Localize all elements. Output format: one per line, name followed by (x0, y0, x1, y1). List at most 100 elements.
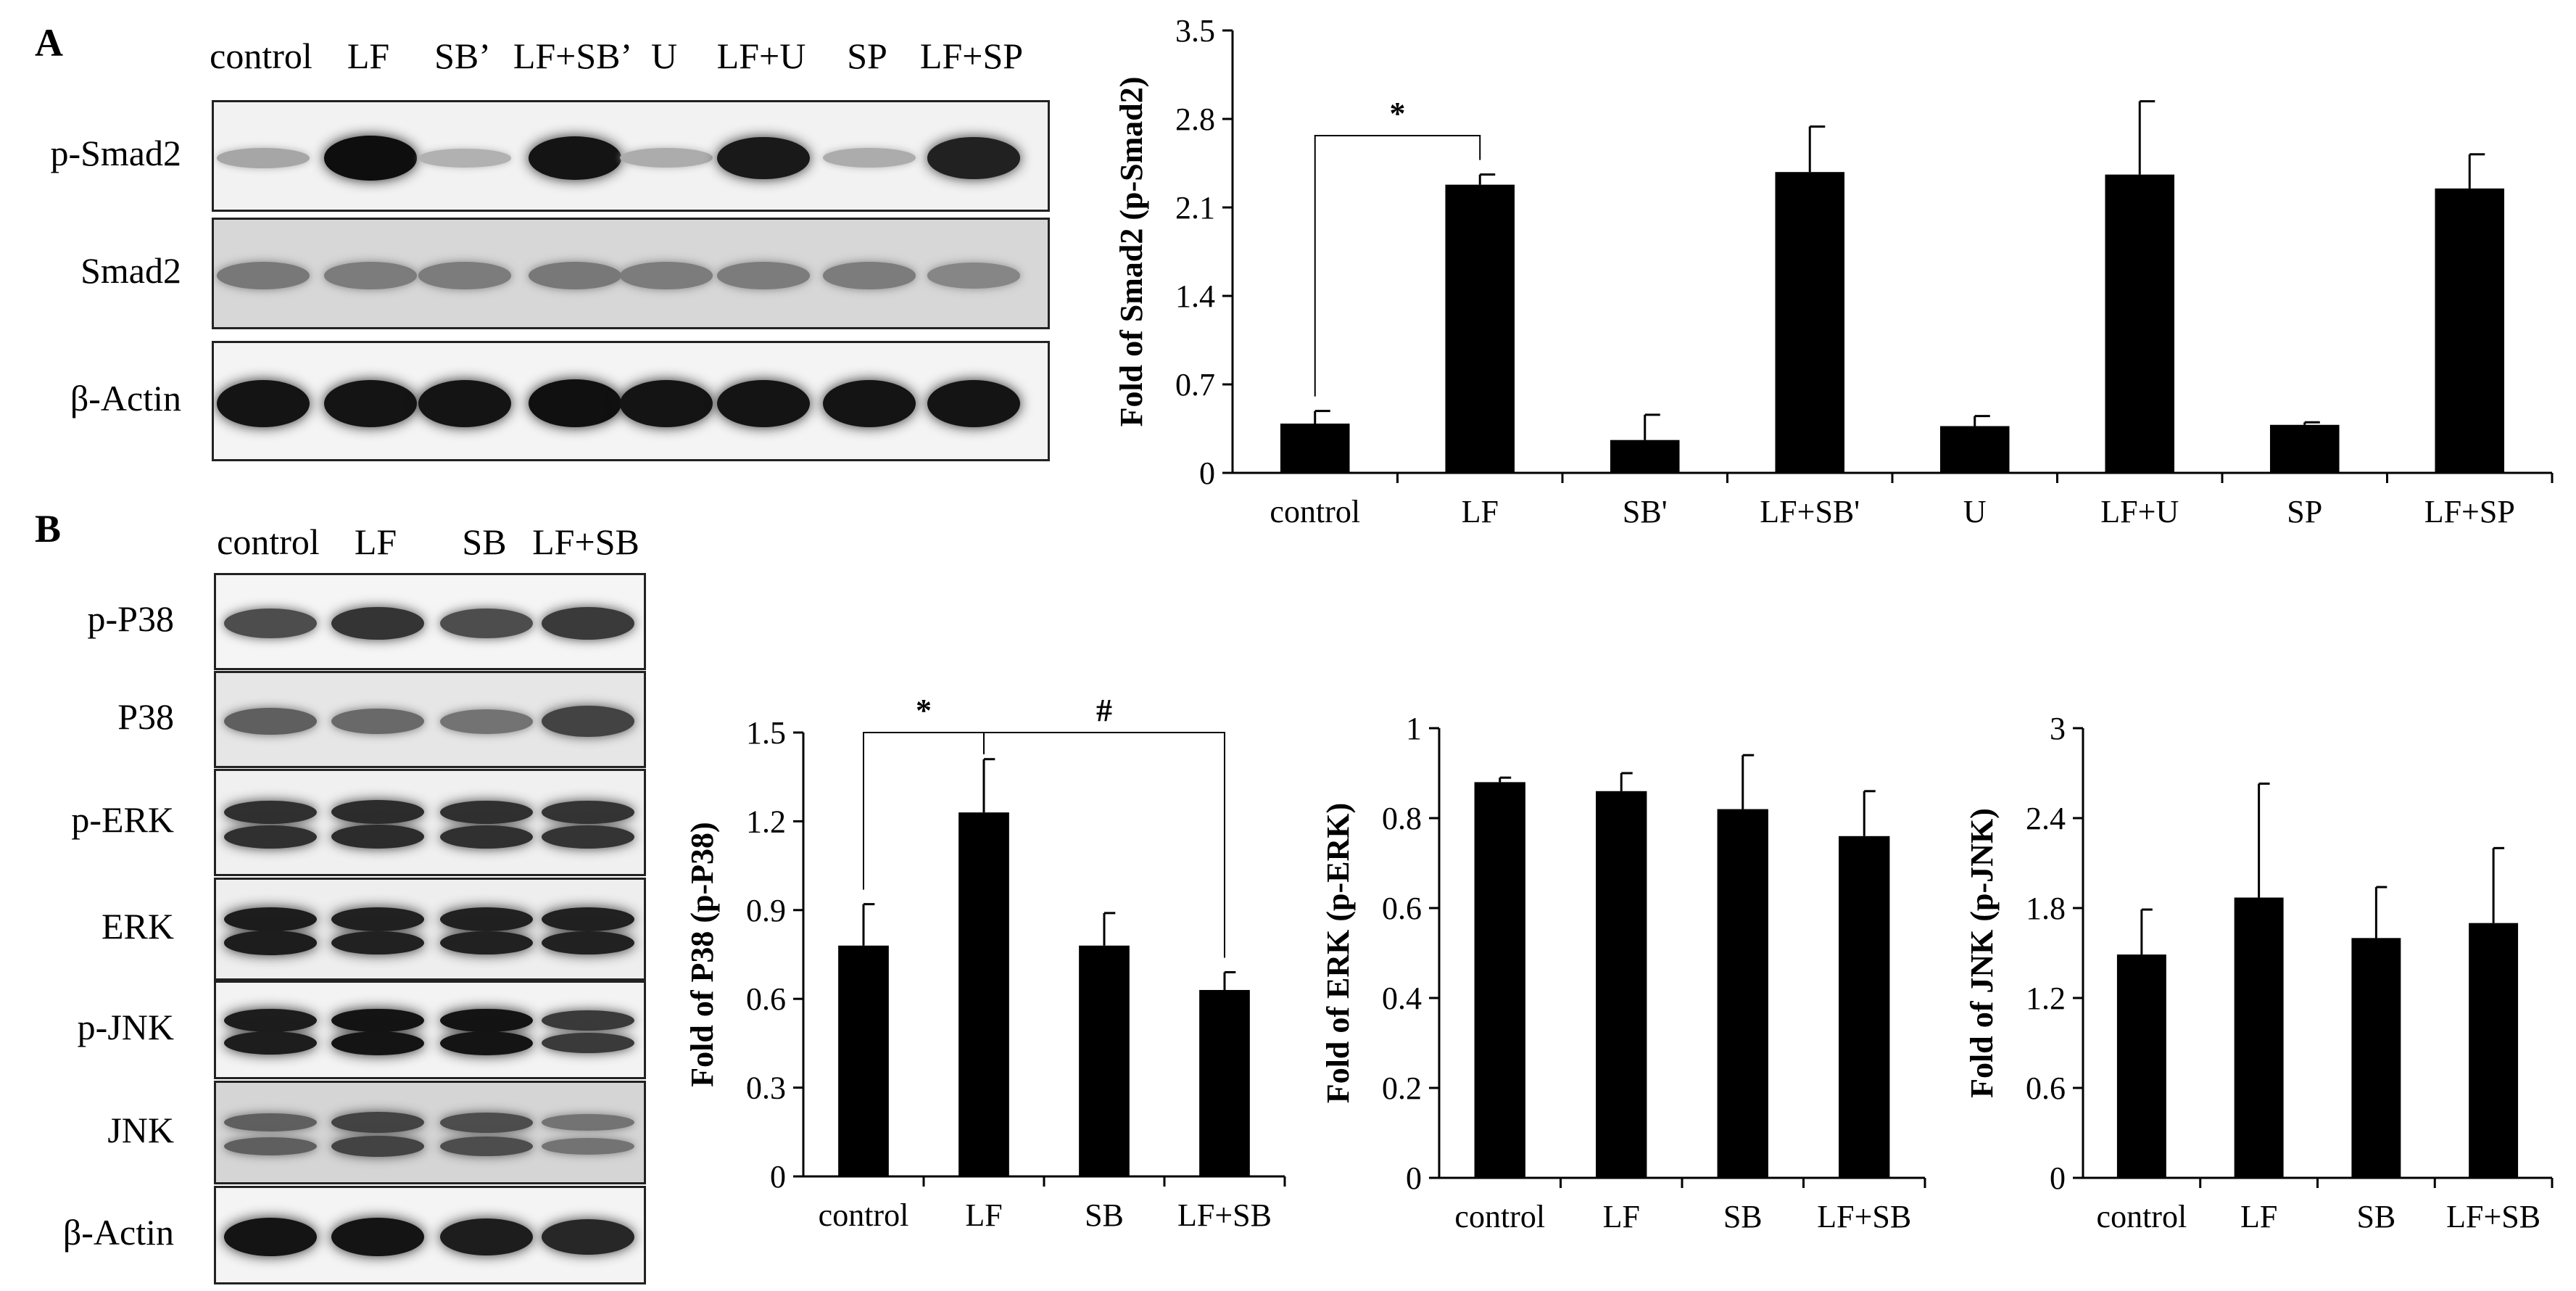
blot-row-label-beta-actin: β-Actin (62, 1212, 174, 1253)
blot-band (823, 262, 916, 289)
lane-label-control: control (217, 521, 320, 562)
x-tick-label-lf-plus-sbp: LF+SB' (1760, 494, 1860, 529)
bar-control (838, 945, 889, 1176)
blot-band (224, 608, 317, 639)
blot-band (542, 1114, 634, 1131)
chart-1: 0 0.7 1.4 2.1 2.8 3.5 Fold of Smad2 (p-Smad2) c… (1114, 13, 2554, 529)
blot-band (440, 800, 533, 824)
x-tick-label-lf-plus-u: LF+U (2100, 494, 2179, 529)
blot-band (620, 262, 713, 289)
bar-lf (1596, 791, 1647, 1178)
blot-band (620, 148, 713, 168)
y-tick-label: 0 (1199, 455, 1215, 491)
bar-lf-plus-sbp (1775, 172, 1845, 473)
y-tick-label: 1.5 (746, 715, 786, 751)
y-axis-label: Fold of P38 (p-P38) (684, 822, 720, 1086)
blot-band (224, 907, 317, 932)
bar-control (2116, 954, 2166, 1178)
x-tick-label-lf-plus-sb: LF+SB (1817, 1199, 1911, 1234)
blot-band (542, 706, 634, 738)
blot-band (927, 137, 1020, 179)
blot-band (823, 148, 916, 168)
significance-bracket (983, 732, 1225, 958)
blot-band (224, 1113, 317, 1132)
y-tick-label: 0 (770, 1159, 786, 1195)
blot-band (224, 707, 317, 735)
blot-strip-p-smad2 (212, 100, 1050, 212)
lane-label-lf: LF (354, 521, 397, 562)
bar-lf-plus-sb (1199, 989, 1250, 1176)
y-tick-label: 0 (2050, 1160, 2066, 1196)
blot-strip-smad2 (212, 218, 1050, 329)
lane-label-sp: SP (847, 36, 887, 76)
bar-lf (2234, 897, 2284, 1178)
blot-band (331, 1031, 424, 1055)
lane-label-lf-plus-sp: LF+SP (919, 36, 1024, 76)
y-tick-label: 0.8 (1382, 801, 1422, 836)
blot-band (440, 1113, 533, 1133)
chart-3: 0 0.2 0.4 0.6 0.8 1 Fold of ERK (p-ERK) control… (1320, 711, 1926, 1234)
y-tick-label: 2.1 (1175, 190, 1215, 226)
blot-row-label-smad2: Smad2 (80, 250, 181, 291)
blot-band (224, 1031, 317, 1055)
blot-band (542, 825, 634, 849)
y-axis-label: Fold of ERK (p-ERK) (1320, 803, 1356, 1103)
blot-row-label-p-erk: p-ERK (71, 799, 174, 840)
blot-band (529, 136, 621, 180)
blot-band (324, 136, 417, 181)
blot-row-label-p-smad2: p-Smad2 (50, 133, 181, 173)
bar-lf-plus-sb (2469, 923, 2519, 1178)
x-tick-label-lf-plus-sb: LF+SB (1177, 1197, 1272, 1233)
blot-band (927, 263, 1020, 289)
x-tick-label-lf: LF (1462, 494, 1499, 529)
blot-band (717, 379, 810, 427)
bar-sb (2351, 938, 2401, 1178)
blot-band (440, 709, 533, 734)
bar-control (1280, 424, 1350, 473)
blot-band (542, 931, 634, 955)
blot-strip-jnk (214, 1081, 646, 1184)
y-tick-label: 3.5 (1175, 13, 1215, 49)
x-tick-label-sp: SP (2287, 494, 2322, 529)
blot-band (224, 1218, 317, 1256)
significance-marker: # (1096, 693, 1112, 728)
y-tick-label: 0.3 (746, 1071, 786, 1106)
blot-band (217, 379, 310, 427)
blot-row-label-p38: P38 (117, 696, 174, 737)
lane-label-sbp: SB’ (434, 36, 491, 76)
blot-band (217, 261, 310, 289)
blot-band (324, 379, 417, 427)
y-tick-label: 0.6 (2026, 1071, 2066, 1106)
y-tick-label: 0.4 (1382, 981, 1422, 1016)
blot-strip-p-p38 (214, 573, 646, 670)
bar-sp (2269, 424, 2340, 473)
blot-band (331, 1008, 424, 1033)
bar-lf-plus-sb (1839, 836, 1890, 1178)
blot-band (224, 931, 317, 955)
lane-label-lf-plus-sbp: LF+SB’ (513, 36, 633, 76)
bar-sb (1717, 809, 1768, 1178)
y-tick-label: 0.6 (746, 981, 786, 1017)
x-tick-label-lf: LF (965, 1197, 1002, 1233)
blot-band (224, 1009, 317, 1032)
panel-b-label: B (35, 507, 62, 550)
y-axis-label: Fold of JNK (p-JNK) (1964, 808, 2000, 1098)
bar-sbp (1610, 440, 1680, 473)
y-tick-label: 0.6 (1382, 891, 1422, 926)
y-tick-label: 0 (1406, 1160, 1422, 1196)
bar-lf (958, 812, 1009, 1176)
blot-row-label-erk: ERK (102, 906, 174, 946)
blot-band (331, 931, 424, 955)
blot-band (324, 262, 417, 289)
blot-band (440, 608, 533, 639)
blot-strip-p-jnk (214, 981, 646, 1079)
blot-band (542, 1010, 634, 1031)
blot-band (224, 800, 317, 824)
blot-band (927, 379, 1020, 427)
lane-label-u: U (650, 36, 678, 76)
blot-band (440, 1031, 533, 1055)
x-tick-label-control: control (1270, 494, 1360, 529)
blot-band (331, 1136, 424, 1158)
blot-band (331, 907, 424, 931)
blot-strip-p-erk (214, 769, 646, 876)
